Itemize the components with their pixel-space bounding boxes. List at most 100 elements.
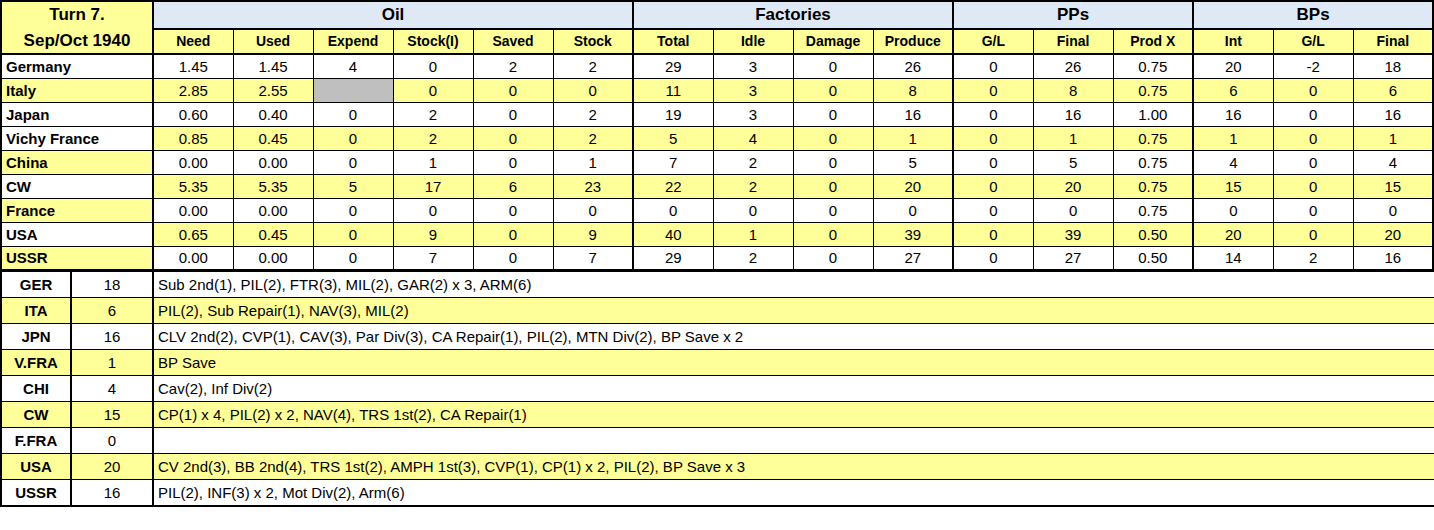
value-cell: 39: [1033, 222, 1113, 246]
value-cell: 11: [633, 78, 713, 102]
value-cell: 0: [793, 78, 873, 102]
value-cell: 0: [473, 102, 553, 126]
value-cell: 14: [1193, 246, 1273, 270]
column-header-row: NeedUsedExpendStock(I)SavedStockTotalIdl…: [1, 29, 1433, 54]
country-name: Japan: [1, 102, 153, 126]
country-abbr: USSR: [1, 480, 71, 506]
value-cell: 0: [313, 222, 393, 246]
value-cell: 0.75: [1113, 54, 1193, 78]
value-cell: 2: [553, 126, 633, 150]
column-header-total: Total: [633, 29, 713, 54]
value-cell: 2.85: [153, 78, 233, 102]
value-cell: 1.45: [153, 54, 233, 78]
value-cell: 0: [953, 198, 1033, 222]
builds-row: V.FRA1BP Save: [1, 350, 1434, 376]
value-cell: 1: [873, 126, 953, 150]
turn-label: Turn 7.: [2, 2, 152, 28]
value-cell: 0.00: [153, 150, 233, 174]
country-abbr: GER: [1, 272, 71, 298]
build-list: CP(1) x 4, PIL(2) x 2, NAV(4), TRS 1st(2…: [153, 402, 1434, 428]
column-header-idle: Idle: [713, 29, 793, 54]
value-cell: 5.35: [233, 174, 313, 198]
value-cell: 0: [793, 246, 873, 270]
country-name: Germany: [1, 54, 153, 78]
production-row: France0.000.0000000000000.75000: [1, 198, 1433, 222]
value-cell: 39: [873, 222, 953, 246]
value-cell: 0.75: [1113, 78, 1193, 102]
value-cell: 0.00: [233, 198, 313, 222]
country-name: USA: [1, 222, 153, 246]
country-name: Vichy France: [1, 126, 153, 150]
value-cell: 0: [1193, 198, 1273, 222]
build-list: PIL(2), Sub Repair(1), NAV(3), MIL(2): [153, 298, 1434, 324]
build-list: Cav(2), Inf Div(2): [153, 376, 1434, 402]
value-cell: 0: [473, 126, 553, 150]
value-cell: 2: [553, 54, 633, 78]
value-cell: 0: [793, 150, 873, 174]
column-header-int: Int: [1193, 29, 1273, 54]
value-cell: 9: [393, 222, 473, 246]
country-abbr: ITA: [1, 298, 71, 324]
value-cell: 9: [553, 222, 633, 246]
production-row: Germany1.451.4540222930260260.7520-218: [1, 54, 1433, 78]
value-cell: 0.00: [233, 150, 313, 174]
value-cell: 0: [313, 246, 393, 270]
production-row: China0.000.0001017205050.75404: [1, 150, 1433, 174]
country-abbr: USA: [1, 454, 71, 480]
value-cell: 18: [1353, 54, 1433, 78]
value-cell: 19: [633, 102, 713, 126]
value-cell: 1: [1353, 126, 1433, 150]
value-cell: 0: [553, 78, 633, 102]
value-cell: 0: [1273, 126, 1353, 150]
value-cell: 0.45: [233, 126, 313, 150]
value-cell: 20: [873, 174, 953, 198]
value-cell: 0: [793, 102, 873, 126]
build-list: PIL(2), INF(3) x 2, Mot Div(2), Arm(6): [153, 480, 1434, 506]
value-cell: 27: [873, 246, 953, 270]
column-header-g-l: G/L: [1273, 29, 1353, 54]
value-cell: 0: [1273, 78, 1353, 102]
group-header-row: Turn 7. Sep/Oct 1940 Oil Factories PPs B…: [1, 1, 1433, 29]
bp-total: 16: [71, 480, 153, 506]
value-cell: 0: [1353, 198, 1433, 222]
value-cell: 20: [1193, 222, 1273, 246]
value-cell: 0: [313, 198, 393, 222]
value-cell: 27: [1033, 246, 1113, 270]
value-cell: 2: [713, 150, 793, 174]
value-cell: 0: [793, 54, 873, 78]
country-name: China: [1, 150, 153, 174]
value-cell: 16: [1353, 246, 1433, 270]
value-cell: 4: [1353, 150, 1433, 174]
value-cell: 1: [553, 150, 633, 174]
value-cell: 0.00: [153, 246, 233, 270]
value-cell: 16: [1033, 102, 1113, 126]
value-cell: 0: [1273, 198, 1353, 222]
value-cell: 40: [633, 222, 713, 246]
production-row: CW5.355.355176232220200200.7515015: [1, 174, 1433, 198]
value-cell: 7: [553, 246, 633, 270]
value-cell: 5: [873, 150, 953, 174]
value-cell: 0.50: [1113, 222, 1193, 246]
value-cell: 0.00: [153, 198, 233, 222]
value-cell: 26: [1033, 54, 1113, 78]
production-row: Vichy France0.850.4502025401010.75101: [1, 126, 1433, 150]
value-cell: 15: [1353, 174, 1433, 198]
value-cell: 2: [713, 246, 793, 270]
builds-row: CW15CP(1) x 4, PIL(2) x 2, NAV(4), TRS 1…: [1, 402, 1434, 428]
build-list: CLV 2nd(2), CVP(1), CAV(3), Par Div(3), …: [153, 324, 1434, 350]
column-header-stock-i: Stock(I): [393, 29, 473, 54]
value-cell: 0: [1033, 198, 1113, 222]
value-cell: 0: [313, 102, 393, 126]
value-cell: 1: [1193, 126, 1273, 150]
turn-date: Sep/Oct 1940: [2, 28, 152, 54]
builds-table: GER18Sub 2nd(1), PIL(2), FTR(3), MIL(2),…: [0, 271, 1434, 507]
value-cell: 0.50: [1113, 246, 1193, 270]
column-header-g-l: G/L: [953, 29, 1033, 54]
value-cell: 0: [313, 126, 393, 150]
value-cell: 0: [473, 222, 553, 246]
value-cell: 0: [953, 54, 1033, 78]
value-cell: 29: [633, 246, 713, 270]
builds-row: ITA6PIL(2), Sub Repair(1), NAV(3), MIL(2…: [1, 298, 1434, 324]
value-cell: 2: [1273, 246, 1353, 270]
column-header-used: Used: [233, 29, 313, 54]
